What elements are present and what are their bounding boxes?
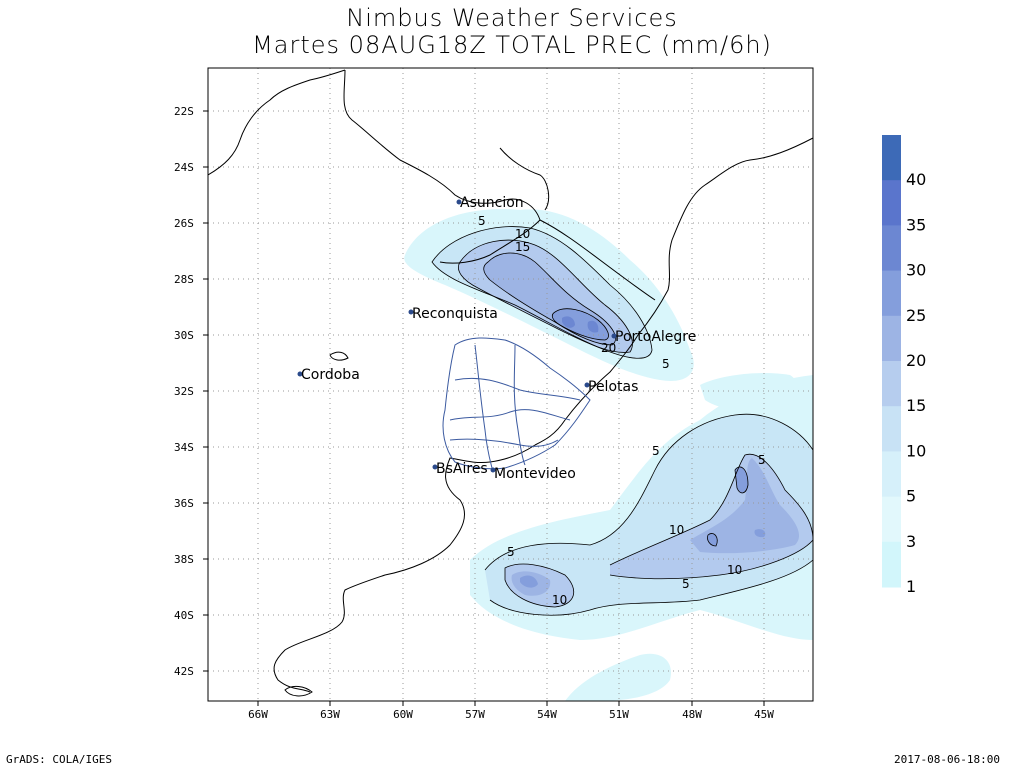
city-marker [408, 309, 414, 315]
contour-label: 5 [507, 545, 515, 559]
lat-label: 34S [174, 441, 194, 454]
lon-label: 66W [248, 708, 268, 721]
precip-band-south-20mm [520, 466, 766, 588]
legend-label: 40 [906, 170, 926, 189]
city-label: Pelotas [588, 379, 638, 395]
legend-swatch [882, 361, 901, 407]
contour-label: 10 [515, 227, 530, 241]
precip-band-north-25mm [562, 316, 599, 333]
legend-label: 35 [906, 215, 926, 234]
legend-label: 3 [906, 532, 916, 551]
lon-label: 54W [537, 708, 557, 721]
lon-label: 63W [320, 708, 340, 721]
contour-label: 10 [552, 593, 567, 607]
lon-label: 45W [754, 708, 774, 721]
city-label: BsAires [436, 461, 488, 477]
legend-swatch [882, 496, 901, 543]
uruguay-departments [449, 344, 581, 469]
lat-label: 30S [174, 329, 194, 342]
lat-label: 24S [174, 161, 194, 174]
lat-label: 28S [174, 273, 194, 286]
graticule [208, 68, 813, 701]
precip-patch-south [565, 653, 671, 701]
legend-swatch [882, 315, 901, 362]
city-label: PortoAlegre [615, 329, 696, 345]
lat-label: 26S [174, 217, 194, 230]
contour-label: 5 [758, 453, 766, 467]
contour-label: 5 [662, 357, 670, 371]
lat-label: 42S [174, 665, 194, 678]
precip-band-south-15mm [511, 458, 800, 596]
legend-label: 10 [906, 441, 926, 460]
footer-credit: GrADS: COLA/IGES [6, 753, 112, 766]
city-marker [611, 333, 617, 339]
chart-title: Nimbus Weather Services [346, 4, 678, 32]
contour-label: 5 [478, 214, 486, 228]
legend-label: 1 [906, 577, 916, 596]
contour-label: 5 [682, 577, 690, 591]
contour-label: 10 [727, 563, 742, 577]
lat-label: 36S [174, 497, 194, 510]
cities: Asuncion Reconquista Cordoba PortoAlegre… [297, 195, 696, 482]
precip-contours [431, 226, 813, 616]
city-label: Asuncion [460, 195, 524, 211]
lat-label: 22S [174, 105, 194, 118]
legend-label: 5 [906, 487, 916, 506]
legend-label: 15 [906, 396, 926, 415]
city-marker [456, 199, 462, 205]
contour-labels: 5 10 15 20 5 5 5 10 5 10 5 10 [478, 214, 766, 607]
city-marker [432, 464, 438, 470]
coastlines [208, 69, 813, 697]
legend-label: 20 [906, 351, 926, 370]
legend-swatch [882, 270, 901, 317]
city-marker [490, 467, 496, 473]
lon-label: 57W [465, 708, 485, 721]
lat-label: 32S [174, 385, 194, 398]
legend-swatch [882, 135, 901, 181]
city-label: Reconquista [412, 306, 498, 322]
lon-label: 51W [609, 708, 629, 721]
contour-label: 5 [652, 444, 660, 458]
legend-swatch [882, 451, 901, 498]
city-label: Cordoba [301, 367, 360, 383]
lon-label: 60W [393, 708, 413, 721]
legend-label: 30 [906, 261, 926, 280]
city-marker [297, 371, 303, 377]
city-marker [584, 382, 590, 388]
lat-axis: 22S 24S 26S 28S 30S 32S 34S 36S 38S 40S … [174, 105, 208, 678]
legend-swatch [882, 541, 901, 588]
city-label: Montevideo [494, 466, 576, 482]
legend-swatch [882, 225, 901, 272]
lon-label: 48W [682, 708, 702, 721]
precip-band-south-10mm [505, 454, 813, 607]
footer-timestamp: 2017-08-06-18:00 [894, 753, 1000, 766]
precip-shading [404, 209, 813, 701]
contour-label: 15 [515, 240, 530, 254]
lat-label: 38S [174, 553, 194, 566]
lon-axis: 66W 63W 60W 57W 54W 51W 48W 45W [248, 701, 774, 721]
precip-color-legend: 40 35 30 25 20 15 10 5 3 1 [882, 135, 926, 596]
lat-label: 40S [174, 609, 194, 622]
chart-subtitle: Martes 08AUG18Z TOTAL PREC (mm/6h) [252, 31, 772, 59]
legend-swatch [882, 180, 901, 226]
legend-swatch [882, 406, 901, 452]
contour-label: 20 [601, 341, 616, 355]
map-frame [207, 67, 814, 702]
legend-label: 25 [906, 306, 926, 325]
contour-label: 10 [669, 523, 684, 537]
precip-patch-east [700, 373, 799, 412]
